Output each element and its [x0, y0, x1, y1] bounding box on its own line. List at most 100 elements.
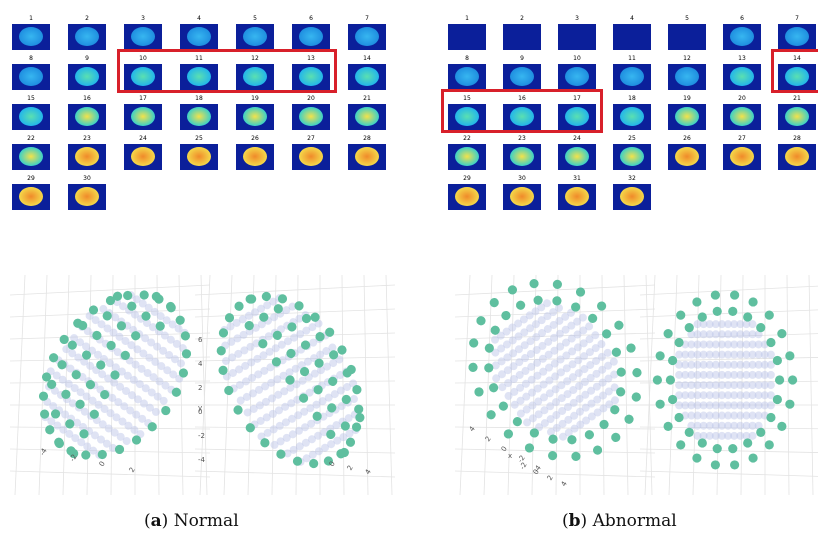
grid-line: [640, 426, 818, 430]
slice-image: [778, 64, 816, 90]
cloud-point: [564, 428, 573, 437]
cloud-point: [687, 370, 696, 379]
slice-15: 15: [12, 95, 50, 130]
cloud-point: [157, 362, 166, 371]
grid-line: [640, 285, 818, 296]
cloud-point: [138, 299, 147, 308]
cloud-point: [699, 391, 708, 400]
cloud-point: [546, 402, 555, 411]
surface-point: [67, 340, 77, 350]
slice-7: 7: [348, 15, 386, 50]
cloud-point: [165, 351, 174, 360]
cloud-point: [305, 388, 314, 397]
surface-point: [312, 411, 322, 421]
cloud-point: [303, 357, 312, 366]
slice-19: 19: [236, 95, 274, 130]
cloud-point: [730, 431, 739, 440]
cloud-point: [126, 406, 135, 415]
cloud-point: [246, 342, 255, 351]
cloud-point: [134, 395, 143, 404]
cloud-point: [522, 392, 531, 401]
cloud-point: [576, 420, 585, 429]
surface-point: [501, 310, 511, 321]
surface-point: [674, 337, 684, 348]
cloud-point: [321, 443, 330, 452]
cloud-point: [295, 442, 304, 451]
surface-point: [476, 316, 486, 326]
surface-point: [216, 346, 226, 356]
cloud-point: [145, 353, 154, 362]
surface-point: [120, 350, 130, 360]
cloud-point: [155, 377, 164, 386]
surface-point: [352, 385, 362, 395]
cloud-point: [323, 362, 332, 371]
slice-image: [613, 144, 651, 170]
cloud-point: [724, 381, 733, 390]
cloud-point: [139, 399, 148, 408]
surface-point: [102, 311, 112, 321]
grid-line: [740, 275, 744, 495]
slice-image: [723, 64, 761, 90]
slice-number: 19: [251, 95, 259, 102]
cloud-point: [711, 431, 720, 440]
surface-point: [314, 358, 324, 368]
slice-image: [778, 104, 816, 130]
slice-number: 24: [573, 135, 581, 142]
surface-point: [516, 300, 526, 310]
surface-point: [50, 409, 61, 419]
cloud-point: [227, 337, 236, 346]
surface-point: [764, 440, 774, 450]
cloud-point: [687, 391, 696, 400]
surface-point: [567, 435, 577, 445]
cloud-point: [265, 347, 274, 356]
cloud-point: [724, 320, 733, 329]
slice-number: 9: [85, 55, 89, 62]
cloud-point: [302, 326, 311, 335]
slice-number: 27: [738, 135, 746, 142]
surface-point: [75, 399, 85, 409]
surface-point: [139, 290, 149, 300]
slice-image: [12, 184, 50, 210]
cloud-point: [174, 324, 183, 333]
slice-number: 25: [195, 135, 203, 142]
cloud-point: [514, 332, 523, 341]
cloud-point: [748, 381, 757, 390]
cloud-point: [533, 384, 542, 393]
cloud-point: [587, 399, 596, 408]
surface-point: [127, 301, 137, 311]
cloud-point: [235, 365, 244, 374]
cloud-point: [570, 424, 579, 433]
cloud-point: [730, 401, 739, 410]
cloud-point: [49, 402, 58, 411]
slice-image: [668, 104, 706, 130]
cloud-point: [132, 410, 141, 419]
surface-point: [665, 375, 675, 385]
surface-point: [728, 443, 738, 454]
slice-image: [613, 184, 651, 210]
surface-point: [684, 323, 694, 333]
slice-7: 7: [778, 15, 816, 50]
grid-line: [341, 275, 345, 495]
cloud-point: [605, 400, 614, 409]
grid-line: [555, 275, 559, 495]
slice-number: 2: [520, 15, 524, 22]
cloud-point: [241, 377, 250, 386]
cloud-point: [563, 377, 572, 386]
surface-point: [69, 448, 79, 459]
grid-line: [14, 275, 26, 495]
slice-number: 16: [518, 95, 526, 102]
cloud-point: [337, 402, 346, 411]
cloud-point: [766, 360, 775, 369]
cloud-point: [71, 434, 80, 443]
slice-22: 22: [448, 135, 486, 170]
cloud-point: [556, 355, 565, 364]
cloud-point: [117, 367, 126, 376]
cloud-point: [277, 340, 286, 349]
surface-point: [298, 393, 309, 403]
surface-point: [340, 421, 350, 431]
surface-point: [756, 427, 766, 437]
slice-image: [236, 64, 274, 90]
surface-point: [110, 370, 120, 380]
grid-line: [10, 470, 210, 478]
cloud-point: [238, 315, 247, 324]
